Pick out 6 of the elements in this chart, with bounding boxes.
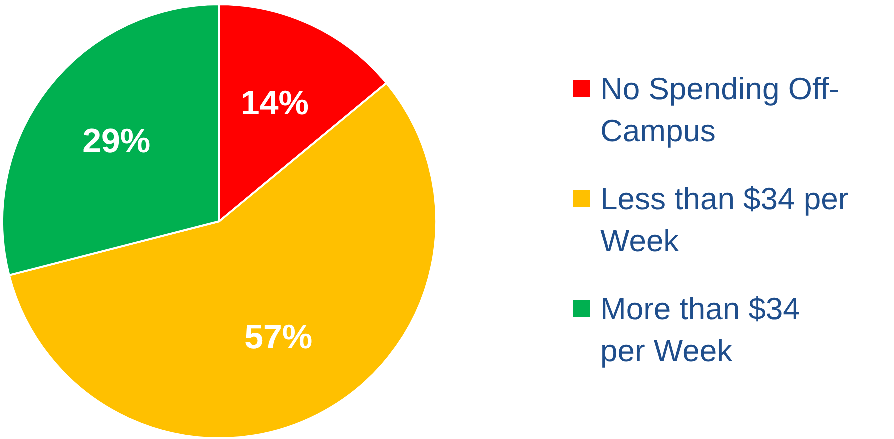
data-label: 29% <box>82 122 151 161</box>
data-label: 14% <box>240 84 309 123</box>
legend-label: Less than $34 per Week <box>600 182 849 258</box>
legend-label: No Spending Off-Campus <box>600 72 840 148</box>
data-label: 57% <box>244 318 313 357</box>
legend-label: More than $34 per Week <box>600 292 800 368</box>
